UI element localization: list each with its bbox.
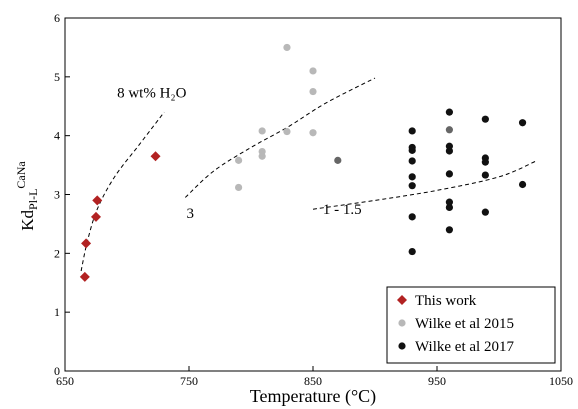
data-points [79,43,527,282]
data-point [92,195,103,206]
data-point [445,126,453,134]
data-point [481,115,489,123]
data-point [81,238,92,249]
x-axis-label: Temperature (°C) [250,386,376,407]
y-tick-label: 2 [54,246,60,260]
curve-label: 3 [187,206,195,222]
data-point [309,67,317,75]
data-point [408,173,416,181]
data-point [518,119,527,127]
data-point [481,154,489,162]
data-point [258,127,266,135]
y-tick-label: 3 [54,188,60,202]
y-tick-label: 6 [54,11,60,25]
y-tick-label: 5 [54,70,60,84]
data-point [481,208,489,216]
data-point [481,171,489,179]
data-point [283,127,291,136]
data-point [283,43,291,52]
y-tick-label: 0 [54,364,60,378]
data-point [408,213,416,221]
legend-box [386,286,556,364]
data-point [334,156,342,164]
data-point [309,129,317,137]
curve-annotations: 8 wt% H₂O 3 1 - 1.5 [117,85,362,222]
data-point [235,156,243,164]
curve-label: 8 wt% H₂O [117,85,187,101]
y-tick-label: 4 [54,129,60,143]
data-point [408,247,416,256]
x-tick-label: 1050 [549,374,573,388]
legend-label: Wilke et al 2017 [415,339,514,355]
data-point [445,226,453,234]
data-point [309,87,317,96]
fit-curves [80,77,537,272]
curve-label: 1 - 1.5 [323,202,362,218]
y-tick-label: 1 [54,305,60,319]
data-point [445,203,453,212]
legend-marker [398,319,406,327]
data-point [445,198,453,206]
data-point [91,211,101,222]
x-tick-label: 950 [428,374,446,388]
legend-label: This work [415,293,477,309]
data-point [79,271,90,282]
data-point [518,180,527,189]
fit-curve [80,111,165,272]
data-point [258,147,266,156]
data-point [445,142,453,150]
fit-curve [184,77,376,198]
data-point [445,108,453,116]
y-axis-label: KdPl-LCaNa [14,161,40,231]
x-tick-label: 750 [180,374,198,388]
data-point [445,170,453,178]
data-point [408,127,416,135]
x-tick-label: 850 [304,374,322,388]
axis-ticks: 650 750 850 950 1050 0 1 2 3 4 5 6 [54,11,573,388]
data-point [408,143,416,152]
legend-label: Wilke et al 2015 [415,316,514,332]
data-point [408,182,416,190]
legend-marker [398,342,406,350]
data-point [235,183,243,192]
legend: This work Wilke et al 2015 Wilke et al 201… [386,286,556,364]
fit-curve [312,160,537,210]
y-axis-label-sub: Pl-L [26,189,40,210]
data-point [150,151,161,162]
y-axis-label-sup: CaNa [14,161,28,189]
x-tick-label: 650 [56,374,74,388]
data-point [408,157,416,165]
legend-marker [397,295,407,305]
y-axis-label-base: Kd [18,209,37,230]
